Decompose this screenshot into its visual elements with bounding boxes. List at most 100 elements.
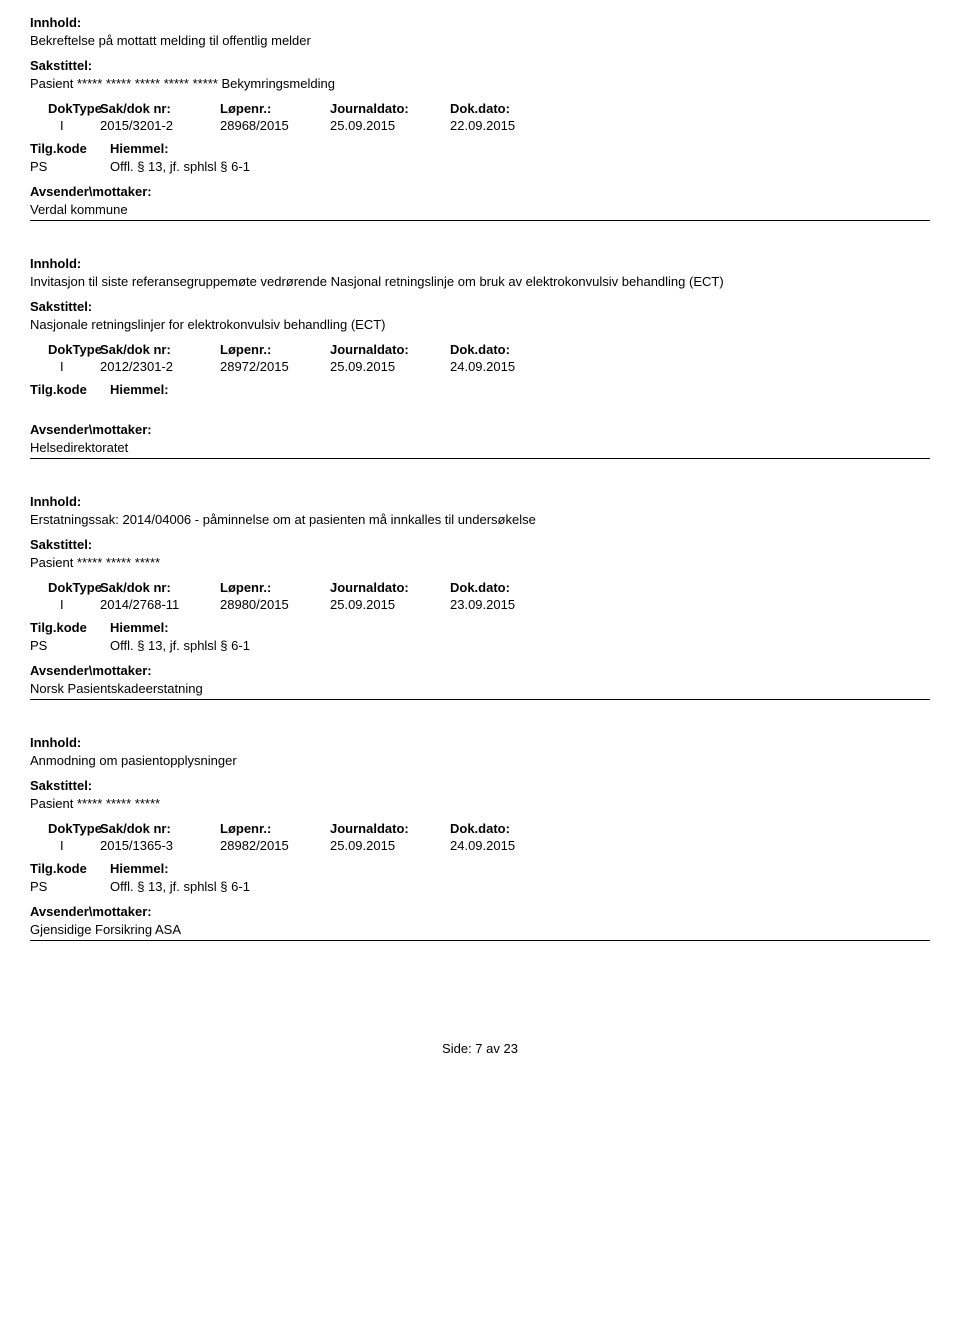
tilg-row: Tilg.kode Hiemmel:: [30, 620, 930, 635]
journaldato-value: 25.09.2015: [330, 838, 450, 853]
entry-divider: [30, 220, 930, 221]
tilgkode-label: Tilg.kode: [30, 620, 110, 635]
avsender-text: Gjensidige Forsikring ASA: [30, 922, 930, 937]
lopenr-header: Løpenr.:: [220, 580, 330, 595]
tilgkode-label: Tilg.kode: [30, 141, 110, 156]
innhold-label: Innhold:: [30, 735, 930, 750]
avsender-label: Avsender\mottaker:: [30, 422, 930, 437]
hiemmel-label: Hiemmel:: [110, 141, 169, 156]
journal-entry: Innhold: Anmodning om pasientopplysninge…: [30, 735, 930, 941]
innhold-label: Innhold:: [30, 494, 930, 509]
ps-text: Offl. § 13, jf. sphlsl § 6-1: [110, 159, 250, 174]
sakdok-value: 2015/3201-2: [100, 118, 220, 133]
dokdato-header: Dok.dato:: [450, 821, 570, 836]
dokdato-value: 24.09.2015: [450, 359, 570, 374]
sakstittel-text: Nasjonale retningslinjer for elektrokonv…: [30, 317, 930, 332]
innhold-text: Bekreftelse på mottatt melding til offen…: [30, 33, 930, 48]
doktype-value: I: [30, 118, 100, 133]
doktype-value: I: [30, 838, 100, 853]
dokdato-value: 22.09.2015: [450, 118, 570, 133]
sakdok-header: Sak/dok nr:: [100, 342, 220, 357]
avsender-text: Verdal kommune: [30, 202, 930, 217]
doktype-value: I: [30, 597, 100, 612]
data-header-row: DokType Sak/dok nr: Løpenr.: Journaldato…: [30, 821, 930, 836]
journaldato-header: Journaldato:: [330, 342, 450, 357]
innhold-text: Anmodning om pasientopplysninger: [30, 753, 930, 768]
sakdok-header: Sak/dok nr:: [100, 101, 220, 116]
ps-text: Offl. § 13, jf. sphlsl § 6-1: [110, 638, 250, 653]
doktype-header: DokType: [30, 821, 100, 836]
avsender-text: Norsk Pasientskadeerstatning: [30, 681, 930, 696]
lopenr-value: 28968/2015: [220, 118, 330, 133]
tilg-row: Tilg.kode Hiemmel:: [30, 382, 930, 397]
innhold-text: Erstatningssak: 2014/04006 - påminnelse …: [30, 512, 930, 527]
dokdato-header: Dok.dato:: [450, 580, 570, 595]
dokdato-value: 24.09.2015: [450, 838, 570, 853]
data-header-row: DokType Sak/dok nr: Løpenr.: Journaldato…: [30, 580, 930, 595]
hiemmel-label: Hiemmel:: [110, 382, 169, 397]
avsender-label: Avsender\mottaker:: [30, 904, 930, 919]
doktype-header: DokType: [30, 580, 100, 595]
sakstittel-label: Sakstittel:: [30, 299, 930, 314]
ps-row: PS Offl. § 13, jf. sphlsl § 6-1: [30, 638, 930, 653]
innhold-text: Invitasjon til siste referansegruppemøte…: [30, 274, 930, 289]
entry-divider: [30, 940, 930, 941]
ps-row: PS Offl. § 13, jf. sphlsl § 6-1: [30, 879, 930, 894]
innhold-label: Innhold:: [30, 15, 930, 30]
journaldato-header: Journaldato:: [330, 821, 450, 836]
data-row: I 2012/2301-2 28972/2015 25.09.2015 24.0…: [30, 359, 930, 374]
tilgkode-label: Tilg.kode: [30, 861, 110, 876]
sakdok-value: 2014/2768-11: [100, 597, 220, 612]
journaldato-value: 25.09.2015: [330, 359, 450, 374]
data-row: I 2014/2768-11 28980/2015 25.09.2015 23.…: [30, 597, 930, 612]
dokdato-header: Dok.dato:: [450, 101, 570, 116]
sakstittel-label: Sakstittel:: [30, 537, 930, 552]
hiemmel-label: Hiemmel:: [110, 861, 169, 876]
ps-row: PS Offl. § 13, jf. sphlsl § 6-1: [30, 159, 930, 174]
sakdok-value: 2012/2301-2: [100, 359, 220, 374]
sakstittel-label: Sakstittel:: [30, 58, 930, 73]
avsender-label: Avsender\mottaker:: [30, 184, 930, 199]
doktype-value: I: [30, 359, 100, 374]
journaldato-header: Journaldato:: [330, 101, 450, 116]
avsender-text: Helsedirektoratet: [30, 440, 930, 455]
dokdato-header: Dok.dato:: [450, 342, 570, 357]
journaldato-header: Journaldato:: [330, 580, 450, 595]
data-header-row: DokType Sak/dok nr: Løpenr.: Journaldato…: [30, 101, 930, 116]
sakdok-value: 2015/1365-3: [100, 838, 220, 853]
journal-entry: Innhold: Bekreftelse på mottatt melding …: [30, 15, 930, 221]
sakstittel-text: Pasient ***** ***** *****: [30, 555, 930, 570]
lopenr-header: Løpenr.:: [220, 101, 330, 116]
page-footer: Side: 7 av 23: [30, 1041, 930, 1056]
data-header-row: DokType Sak/dok nr: Løpenr.: Journaldato…: [30, 342, 930, 357]
lopenr-value: 28980/2015: [220, 597, 330, 612]
lopenr-value: 28972/2015: [220, 359, 330, 374]
journaldato-value: 25.09.2015: [330, 118, 450, 133]
journal-entry: Innhold: Erstatningssak: 2014/04006 - på…: [30, 494, 930, 700]
tilg-row: Tilg.kode Hiemmel:: [30, 141, 930, 156]
entry-divider: [30, 458, 930, 459]
sakstittel-text: Pasient ***** ***** ***** ***** ***** Be…: [30, 76, 930, 91]
avsender-label: Avsender\mottaker:: [30, 663, 930, 678]
lopenr-value: 28982/2015: [220, 838, 330, 853]
ps-code: PS: [30, 879, 110, 894]
sakdok-header: Sak/dok nr:: [100, 821, 220, 836]
doktype-header: DokType: [30, 342, 100, 357]
journaldato-value: 25.09.2015: [330, 597, 450, 612]
ps-text: Offl. § 13, jf. sphlsl § 6-1: [110, 879, 250, 894]
lopenr-header: Løpenr.:: [220, 342, 330, 357]
sakstittel-text: Pasient ***** ***** *****: [30, 796, 930, 811]
doktype-header: DokType: [30, 101, 100, 116]
hiemmel-label: Hiemmel:: [110, 620, 169, 635]
lopenr-header: Løpenr.:: [220, 821, 330, 836]
innhold-label: Innhold:: [30, 256, 930, 271]
tilg-row: Tilg.kode Hiemmel:: [30, 861, 930, 876]
tilgkode-label: Tilg.kode: [30, 382, 110, 397]
data-row: I 2015/1365-3 28982/2015 25.09.2015 24.0…: [30, 838, 930, 853]
entry-divider: [30, 699, 930, 700]
journal-entry: Innhold: Invitasjon til siste referanseg…: [30, 256, 930, 459]
sakstittel-label: Sakstittel:: [30, 778, 930, 793]
ps-code: PS: [30, 159, 110, 174]
dokdato-value: 23.09.2015: [450, 597, 570, 612]
data-row: I 2015/3201-2 28968/2015 25.09.2015 22.0…: [30, 118, 930, 133]
